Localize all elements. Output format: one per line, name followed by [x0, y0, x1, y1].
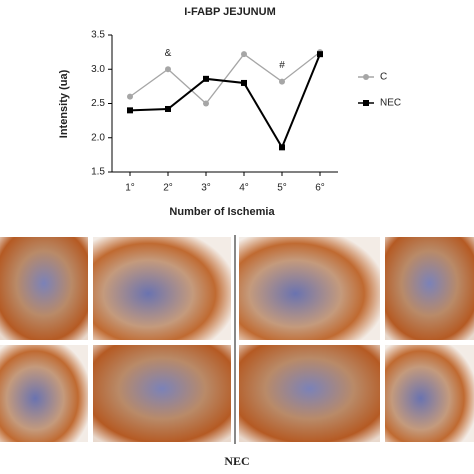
- x-axis-label: Number of Ischemia: [169, 206, 275, 218]
- x-tick-label: 5°: [277, 183, 287, 194]
- legend-marker: [363, 74, 369, 80]
- marker: [279, 144, 285, 151]
- chart-title: I-FABP JEJUNUM: [184, 6, 275, 18]
- y-axis-label: Intensity (ua): [58, 69, 70, 138]
- y-tick-label: 3.5: [91, 30, 105, 41]
- marker: [241, 79, 247, 86]
- marker: [241, 51, 247, 58]
- micrograph: [93, 345, 231, 442]
- series-line: [129, 53, 321, 150]
- marker: [317, 51, 323, 58]
- micrograph: [0, 345, 88, 442]
- micrograph: [385, 345, 474, 442]
- legend-marker: [363, 100, 369, 106]
- marker: [165, 105, 171, 112]
- marker: [279, 78, 285, 85]
- micrograph: [385, 237, 474, 340]
- marker: [165, 66, 171, 73]
- micrograph: [239, 237, 380, 340]
- marker: [203, 75, 209, 82]
- legend-label: NEC: [380, 98, 401, 109]
- x-tick-label: 2°: [163, 183, 173, 194]
- figure-caption: NEC: [224, 454, 249, 468]
- annotation: &: [165, 48, 172, 59]
- marker: [127, 93, 133, 100]
- x-tick-label: 4°: [239, 183, 249, 194]
- micrograph: [93, 237, 231, 340]
- micrographs: [0, 235, 474, 444]
- marker: [127, 107, 133, 114]
- micrograph: [0, 237, 88, 340]
- annotation: #: [279, 60, 285, 71]
- x-tick-label: 3°: [201, 183, 211, 194]
- x-tick-label: 6°: [315, 183, 325, 194]
- y-tick-label: 2.5: [91, 98, 105, 109]
- x-tick-label: 1°: [125, 183, 135, 194]
- marker: [203, 100, 209, 107]
- micrograph: [239, 345, 380, 442]
- series-line: [129, 51, 321, 105]
- y-tick-label: 2.0: [91, 132, 105, 143]
- y-tick-label: 1.5: [91, 167, 105, 178]
- legend-label: C: [380, 72, 387, 83]
- y-tick-label: 3.0: [91, 64, 105, 75]
